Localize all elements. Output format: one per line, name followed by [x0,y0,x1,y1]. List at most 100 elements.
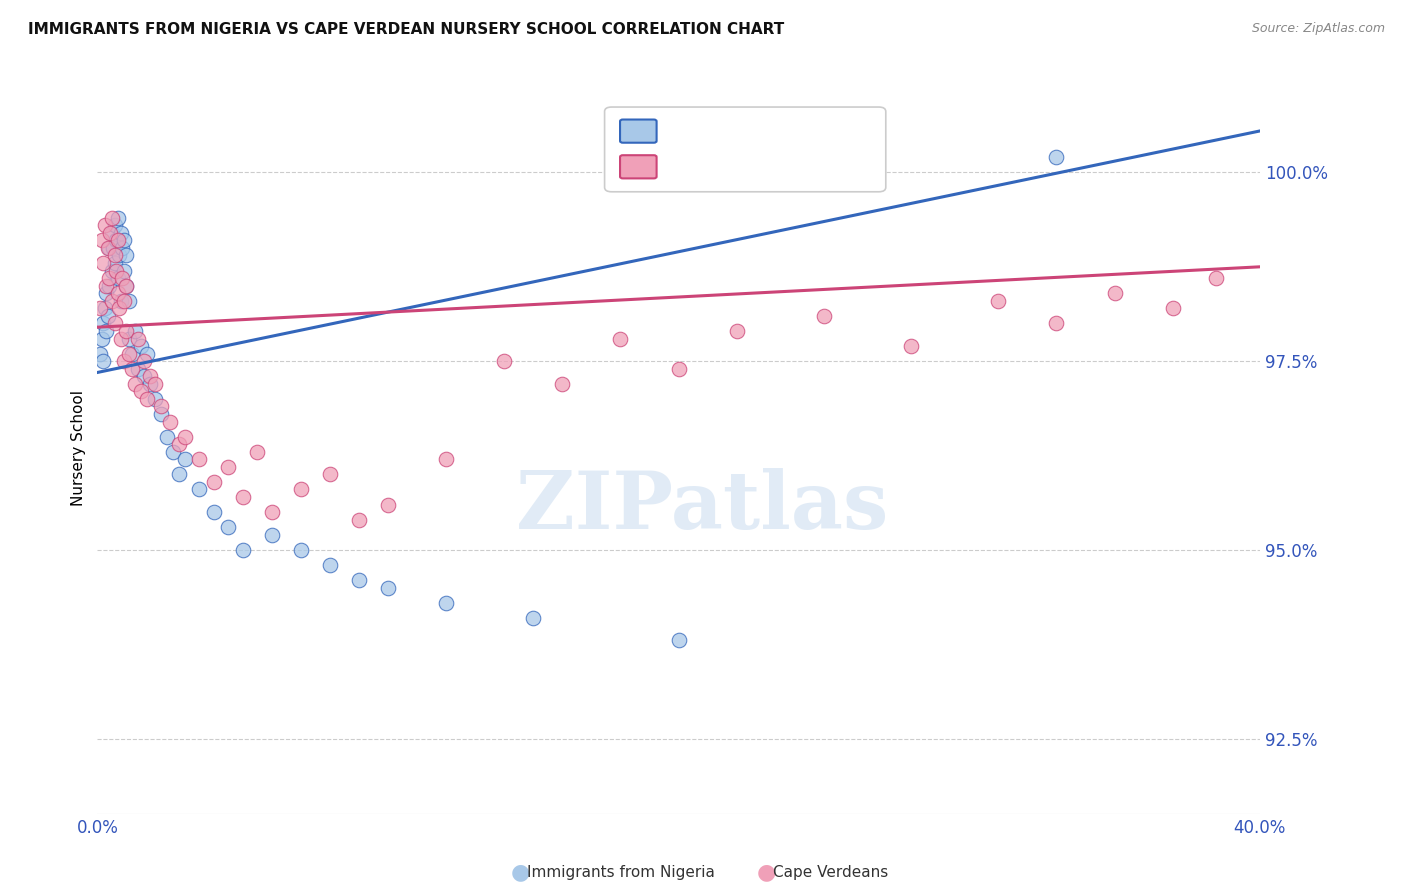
Point [232,542,254,557]
Text: R = 0.405   N = 54: R = 0.405 N = 54 [661,122,845,140]
Point [107,211,129,225]
Text: R = 0.059   N = 58: R = 0.059 N = 58 [661,158,845,176]
Point [96,241,118,255]
Point [112,234,135,248]
Point [90,234,112,248]
Point [93,219,115,233]
Point [105,234,128,248]
Point [107,271,129,285]
Point [101,226,124,240]
Point [105,263,128,277]
Point [167,467,190,482]
Point [121,346,143,360]
Point [124,376,146,391]
Point [101,293,124,308]
Point [110,293,132,308]
Point [112,293,135,308]
Point [118,346,141,360]
Point [1161,301,1184,316]
Point [1045,317,1067,331]
Point [434,452,457,467]
Point [107,234,129,248]
Point [156,429,179,443]
Point [127,331,149,345]
Point [104,317,127,331]
Text: ●: ● [510,863,530,882]
Point [100,226,122,240]
Point [111,271,134,285]
Point [110,331,132,345]
Point [90,331,112,345]
Text: IMMIGRANTS FROM NIGERIA VS CAPE VERDEAN NURSERY SCHOOL CORRELATION CHART: IMMIGRANTS FROM NIGERIA VS CAPE VERDEAN … [28,22,785,37]
Point [96,309,118,323]
Point [494,354,516,368]
Point [668,633,690,648]
Point [150,407,173,421]
Point [260,527,283,541]
Point [377,498,399,512]
Point [91,317,114,331]
Point [138,369,160,384]
Point [232,490,254,504]
Point [132,369,155,384]
Point [98,241,121,255]
Point [290,483,312,497]
Point [104,256,127,270]
Point [132,354,155,368]
Point [217,520,239,534]
Point [551,376,574,391]
Text: Source: ZipAtlas.com: Source: ZipAtlas.com [1251,22,1385,36]
Y-axis label: Nursery School: Nursery School [72,390,86,506]
Point [121,361,143,376]
Point [115,248,138,262]
Point [900,339,922,353]
Point [110,226,132,240]
Point [167,437,190,451]
Point [91,256,114,270]
Point [94,278,117,293]
Text: ZIPatlas: ZIPatlas [516,467,889,546]
Point [107,286,129,301]
Point [150,400,173,414]
Point [159,415,181,429]
Point [124,324,146,338]
Point [91,354,114,368]
Text: Cape Verdeans: Cape Verdeans [773,865,889,880]
Point [813,309,835,323]
Point [246,444,269,458]
Point [609,331,631,345]
Point [434,596,457,610]
Point [115,278,138,293]
Point [1205,271,1227,285]
Point [260,505,283,519]
Point [347,573,370,587]
Point [290,542,312,557]
Point [138,376,160,391]
Point [173,429,195,443]
Point [217,459,239,474]
Point [101,211,124,225]
Point [129,384,152,399]
Point [104,248,127,262]
Point [94,324,117,338]
Point [668,361,690,376]
Point [103,241,125,255]
Point [135,392,157,406]
Point [319,467,342,482]
Point [987,293,1010,308]
Point [112,354,135,368]
Point [202,505,225,519]
Point [725,324,748,338]
Point [1104,286,1126,301]
Point [104,219,127,233]
Point [98,278,121,293]
Point [127,361,149,376]
Point [377,581,399,595]
Point [118,331,141,345]
Point [98,271,121,285]
Point [162,444,184,458]
Point [93,301,115,316]
Text: Immigrants from Nigeria: Immigrants from Nigeria [527,865,716,880]
Point [202,475,225,489]
Point [145,376,167,391]
